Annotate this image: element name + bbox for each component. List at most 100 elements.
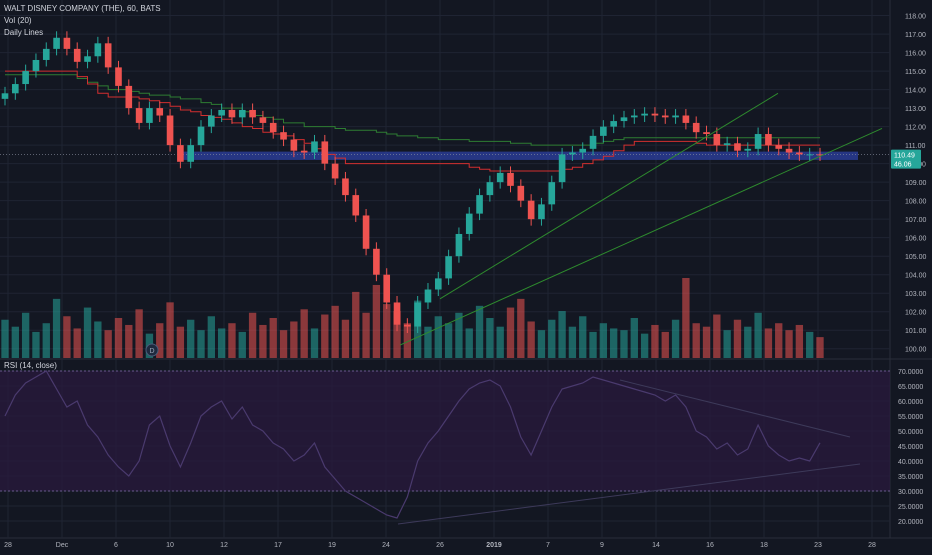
candle-body — [383, 274, 391, 303]
candle-body — [589, 135, 597, 149]
price-badge-box — [891, 149, 921, 160]
candle-body — [434, 278, 442, 290]
volume-bar — [671, 319, 680, 358]
time-tick-label: 16 — [706, 542, 714, 549]
volume-bar — [640, 333, 649, 358]
symbol-title[interactable]: WALT DISNEY COMPANY (THE), 60, BATS — [4, 4, 161, 13]
volume-bar — [444, 323, 453, 358]
volume-bar — [558, 311, 566, 358]
candle-body — [187, 145, 195, 162]
volume-bar — [465, 328, 473, 358]
volume-bar — [568, 326, 577, 358]
candle-body — [362, 215, 370, 249]
volume-bar — [166, 302, 174, 358]
volume-bar — [486, 318, 494, 358]
volume-bar — [713, 314, 721, 358]
candle-body — [218, 109, 225, 116]
volume-indicator-label[interactable]: Vol (20) — [4, 16, 32, 25]
volume-bar — [156, 323, 164, 358]
rsi-layer — [0, 370, 890, 525]
volume-bar — [475, 305, 484, 358]
price-tick-label: 106.00 — [905, 236, 927, 243]
volume-bar — [506, 307, 515, 358]
time-tick-label: 28 — [4, 542, 12, 549]
volume-bar — [806, 331, 814, 358]
candle-body — [404, 324, 411, 327]
candle-body — [713, 134, 721, 146]
rsi-tick-label: 25.0000 — [898, 504, 923, 511]
price-tick-label: 104.00 — [905, 273, 927, 280]
candle-body — [610, 121, 617, 127]
candle-body — [393, 302, 401, 325]
time-tick-label: 9 — [600, 542, 604, 549]
price-tick-label: 116.00 — [905, 51, 926, 58]
volume-bar — [579, 316, 587, 358]
candle-body — [476, 195, 483, 214]
time-tick-label: 6 — [114, 542, 118, 549]
rsi-line — [4, 370, 821, 519]
price-tick-label: 101.00 — [905, 328, 927, 335]
candle-body — [94, 43, 102, 57]
volume-bar — [11, 326, 19, 358]
badges-layer: 110.49 46.06 — [891, 149, 921, 169]
daily-lines-label[interactable]: Daily Lines — [4, 28, 44, 37]
price-tick-label: 103.00 — [905, 291, 927, 298]
volume-bar — [744, 326, 752, 358]
volume-bar — [73, 328, 81, 358]
daily-line-red — [5, 70, 820, 172]
time-tick-label: 10 — [166, 542, 174, 549]
volume-bar — [775, 323, 783, 358]
candle-body — [269, 122, 277, 133]
candle-body — [249, 109, 256, 118]
price-tick-label: 118.00 — [905, 14, 926, 21]
price-tick-label: 108.00 — [905, 199, 927, 206]
axes-layer: 100.00 101.00 102.00 103.00 104.00 105.00 106.… — [4, 14, 926, 549]
volume-bar — [496, 326, 504, 358]
trendlines-layer — [399, 92, 883, 346]
candle-body — [342, 178, 349, 196]
volume-bar — [83, 307, 92, 358]
volume-bar — [661, 331, 669, 358]
price-tick-label: 107.00 — [905, 217, 927, 224]
time-tick-label: 26 — [436, 542, 444, 549]
candle-body — [527, 200, 535, 220]
volume-bar — [785, 330, 793, 358]
volume-bar — [816, 337, 824, 358]
rsi-tick-label: 35.0000 — [898, 474, 923, 481]
volume-bar — [259, 324, 267, 358]
candle-body — [765, 134, 772, 146]
candle-body — [496, 172, 504, 183]
chart-icon[interactable]: D — [145, 343, 159, 357]
candle-body — [208, 115, 215, 127]
candle-body — [785, 148, 793, 153]
volume-bar — [702, 326, 711, 358]
daily-line-green — [5, 74, 820, 146]
volume-bar — [682, 278, 690, 358]
volume-bar — [176, 326, 185, 358]
volume-bar — [589, 331, 597, 358]
candle-body — [42, 48, 50, 60]
volume-bar — [599, 323, 608, 358]
time-tick-label: 28 — [868, 542, 876, 549]
price-badge-label: 110.49 — [894, 153, 915, 160]
candle-body — [548, 182, 556, 205]
rsi-tick-label: 50.0000 — [898, 429, 923, 436]
volume-bar — [1, 319, 9, 358]
candle-body — [104, 43, 112, 68]
candle-body — [651, 113, 659, 116]
candle-body — [321, 141, 329, 164]
volume-bar — [135, 309, 143, 358]
price-tick-label: 113.00 — [905, 106, 926, 113]
rsi-tick-label: 55.0000 — [898, 414, 923, 421]
candle-body — [538, 204, 545, 220]
volume-bar — [434, 316, 442, 358]
time-tick-label: 17 — [274, 542, 282, 549]
rsi-indicator-label[interactable]: RSI (14, close) — [4, 361, 57, 370]
chart-legend: WALT DISNEY COMPANY (THE), 60, BATS Vol … — [4, 3, 161, 39]
candle-body — [280, 132, 287, 140]
price-tick-label: 111.00 — [905, 143, 925, 150]
volume-bar — [527, 321, 535, 358]
volume-bar — [104, 330, 112, 358]
volume-bar — [548, 319, 556, 358]
